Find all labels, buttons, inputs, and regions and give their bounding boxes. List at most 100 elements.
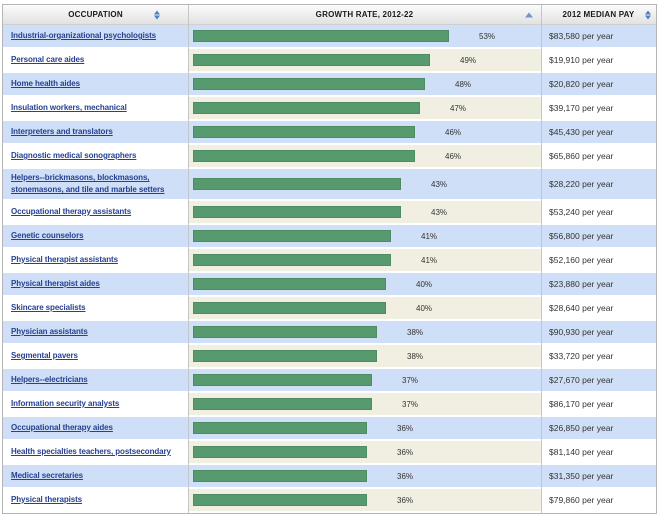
growth-rate-value: 37% — [402, 399, 419, 409]
growth-rate-cell: 37% — [188, 393, 541, 415]
occupation-link[interactable]: Personal care aides — [11, 55, 85, 64]
occupation-link[interactable]: Occupational therapy aides — [11, 423, 113, 432]
sort-both-icon[interactable] — [645, 10, 651, 19]
occupation-link[interactable]: Physical therapist assistants — [11, 255, 118, 264]
growth-rate-value: 38% — [407, 351, 424, 361]
growth-rate-value: 36% — [397, 471, 414, 481]
median-pay-value: $52,160 per year — [549, 255, 614, 265]
median-pay-cell: $23,880 per year — [541, 273, 656, 295]
table-row: Helpers--brickmasons, blockmasons, stone… — [3, 169, 656, 199]
growth-bar — [193, 102, 420, 114]
table-row: Personal care aides 49% $19,910 per year — [3, 49, 656, 71]
growth-bar — [193, 398, 372, 410]
table-row: Medical secretaries 36% $31,350 per year — [3, 465, 656, 487]
occupation-link[interactable]: Genetic counselors — [11, 231, 84, 240]
occupation-cell: Health specialties teachers, postseconda… — [3, 441, 188, 463]
median-pay-cell: $26,850 per year — [541, 417, 656, 439]
column-header-growth-rate-label: GROWTH RATE, 2012-22 — [315, 10, 414, 19]
growth-rate-cell: 46% — [188, 145, 541, 167]
table-row: Physician assistants 38% $90,930 per yea… — [3, 321, 656, 343]
occupation-cell: Helpers--electricians — [3, 369, 188, 391]
growth-rate-value: 36% — [397, 495, 414, 505]
occupation-link[interactable]: Skincare specialists — [11, 303, 86, 312]
median-pay-cell: $65,860 per year — [541, 145, 656, 167]
growth-rate-cell: 43% — [188, 201, 541, 223]
occupation-link[interactable]: Industrial-organizational psychologists — [11, 31, 157, 40]
table-row: Genetic counselors 41% $56,800 per year — [3, 225, 656, 247]
median-pay-cell: $28,220 per year — [541, 169, 656, 199]
occupation-link[interactable]: Physician assistants — [11, 327, 88, 336]
occupation-link[interactable]: Health specialties teachers, postseconda… — [11, 447, 171, 456]
growth-bar — [193, 126, 415, 138]
column-header-growth-rate[interactable]: GROWTH RATE, 2012-22 — [188, 5, 541, 24]
occupation-cell: Insulation workers, mechanical — [3, 97, 188, 119]
occupation-link[interactable]: Medical secretaries — [11, 471, 83, 480]
column-header-occupation[interactable]: OCCUPATION — [3, 5, 188, 24]
growth-rate-cell: 46% — [188, 121, 541, 143]
median-pay-value: $39,170 per year — [549, 103, 614, 113]
column-header-median-pay[interactable]: 2012 MEDIAN PAY — [541, 5, 656, 24]
table-row: Interpreters and translators 46% $45,430… — [3, 121, 656, 143]
occupation-link[interactable]: Helpers--brickmasons, blockmasons, stone… — [11, 173, 165, 194]
growth-bar — [193, 446, 367, 458]
growth-rate-cell: 48% — [188, 73, 541, 95]
median-pay-value: $56,800 per year — [549, 231, 614, 241]
growth-rate-cell: 49% — [188, 49, 541, 71]
median-pay-value: $26,850 per year — [549, 423, 614, 433]
table-row: Information security analysts 37% $86,17… — [3, 393, 656, 415]
table-row: Helpers--electricians 37% $27,670 per ye… — [3, 369, 656, 391]
occupation-link[interactable]: Occupational therapy assistants — [11, 207, 132, 216]
growth-rate-value: 36% — [397, 447, 414, 457]
median-pay-cell: $53,240 per year — [541, 201, 656, 223]
occupation-link[interactable]: Helpers--electricians — [11, 375, 88, 384]
median-pay-value: $90,930 per year — [549, 327, 614, 337]
occupation-link[interactable]: Home health aides — [11, 79, 80, 88]
occupation-link[interactable]: Physical therapists — [11, 495, 83, 504]
occupation-cell: Interpreters and translators — [3, 121, 188, 143]
median-pay-cell: $19,910 per year — [541, 49, 656, 71]
growth-bar — [193, 230, 391, 242]
occupation-link[interactable]: Physical therapist aides — [11, 279, 100, 288]
occupation-link[interactable]: Segmental pavers — [11, 351, 78, 360]
growth-rate-cell: 38% — [188, 321, 541, 343]
median-pay-value: $86,170 per year — [549, 399, 614, 409]
occupation-cell: Personal care aides — [3, 49, 188, 71]
sort-both-icon[interactable] — [154, 10, 160, 19]
occupation-link[interactable]: Insulation workers, mechanical — [11, 103, 127, 112]
table-body: Industrial-organizational psychologists … — [3, 25, 656, 511]
median-pay-cell: $27,670 per year — [541, 369, 656, 391]
table-row: Industrial-organizational psychologists … — [3, 25, 656, 47]
occupation-cell: Industrial-organizational psychologists — [3, 25, 188, 47]
median-pay-cell: $45,430 per year — [541, 121, 656, 143]
median-pay-value: $28,640 per year — [549, 303, 614, 313]
growth-rate-value: 40% — [416, 303, 433, 313]
median-pay-cell: $20,820 per year — [541, 73, 656, 95]
median-pay-cell: $31,350 per year — [541, 465, 656, 487]
occupation-cell: Home health aides — [3, 73, 188, 95]
median-pay-cell: $83,580 per year — [541, 25, 656, 47]
occupation-cell: Genetic counselors — [3, 225, 188, 247]
sort-up-icon[interactable] — [525, 12, 533, 17]
growth-bar — [193, 30, 449, 42]
growth-rate-cell: 36% — [188, 489, 541, 511]
growth-rate-value: 46% — [445, 127, 462, 137]
growth-rate-value: 43% — [431, 207, 448, 217]
median-pay-value: $33,720 per year — [549, 351, 614, 361]
occupation-link[interactable]: Interpreters and translators — [11, 127, 113, 136]
growth-rate-cell: 36% — [188, 441, 541, 463]
growth-rate-cell: 38% — [188, 345, 541, 367]
table-row: Diagnostic medical sonographers 46% $65,… — [3, 145, 656, 167]
occupation-cell: Segmental pavers — [3, 345, 188, 367]
median-pay-value: $81,140 per year — [549, 447, 614, 457]
median-pay-value: $83,580 per year — [549, 31, 614, 41]
table-header: OCCUPATION GROWTH RATE, 2012-22 2012 MED… — [3, 5, 656, 25]
occupation-link[interactable]: Diagnostic medical sonographers — [11, 151, 137, 160]
occupations-growth-table: OCCUPATION GROWTH RATE, 2012-22 2012 MED… — [2, 4, 657, 514]
column-divider — [188, 5, 189, 513]
median-pay-cell: $28,640 per year — [541, 297, 656, 319]
occupation-cell: Diagnostic medical sonographers — [3, 145, 188, 167]
table-row: Physical therapist assistants 41% $52,16… — [3, 249, 656, 271]
occupation-link[interactable]: Information security analysts — [11, 399, 120, 408]
growth-bar — [193, 326, 377, 338]
growth-bar — [193, 206, 401, 218]
